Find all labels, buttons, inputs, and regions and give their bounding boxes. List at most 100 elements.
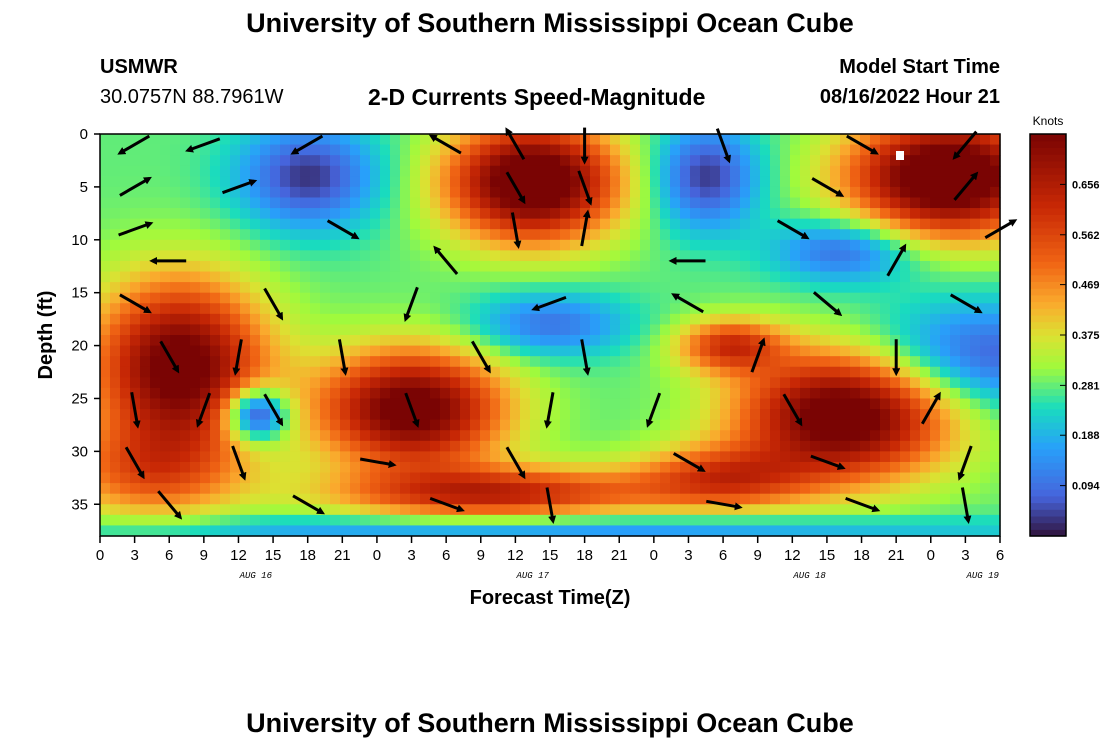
heat-cell	[910, 218, 921, 230]
heat-cell	[650, 197, 661, 209]
heat-cell	[400, 335, 411, 347]
heat-cell	[550, 483, 561, 495]
heat-cell	[250, 377, 261, 389]
heat-cell	[890, 483, 901, 495]
heat-cell	[620, 197, 631, 209]
heat-cell	[830, 176, 841, 188]
heat-cell	[680, 493, 691, 505]
heat-cell	[660, 419, 671, 431]
heat-cell	[400, 440, 411, 452]
heat-cell	[460, 324, 471, 336]
heat-cell	[410, 134, 421, 146]
heat-cell	[640, 440, 651, 452]
heat-cell	[930, 239, 941, 251]
heat-cell	[860, 345, 871, 357]
heat-cell	[670, 387, 681, 400]
heat-cell	[750, 409, 761, 421]
heat-cell	[310, 186, 321, 199]
heat-cell	[880, 292, 891, 304]
heat-cell	[810, 186, 821, 199]
heat-cell	[930, 155, 941, 167]
heat-cell	[750, 514, 761, 527]
heat-cell	[140, 514, 151, 527]
heat-cell	[630, 186, 641, 199]
heat-cell	[940, 260, 951, 273]
heat-cell	[840, 197, 851, 209]
heat-cell	[420, 292, 431, 304]
heat-cell	[430, 303, 441, 315]
heat-cell	[750, 525, 761, 537]
heat-cell	[350, 324, 361, 336]
heat-cell	[470, 387, 481, 400]
heat-cell	[260, 504, 271, 516]
heat-cell	[520, 324, 531, 336]
heat-cell	[170, 324, 181, 336]
heat-cell	[210, 335, 221, 347]
heat-cell	[940, 451, 951, 463]
heat-cell	[720, 208, 731, 220]
heat-cell	[240, 461, 251, 474]
heat-cell	[810, 409, 821, 421]
heat-cell	[300, 260, 311, 273]
heat-cell	[570, 144, 581, 156]
heat-cell	[770, 229, 781, 241]
heat-cell	[430, 186, 441, 199]
heat-cell	[430, 218, 441, 230]
heat-cell	[760, 144, 771, 156]
heat-cell	[280, 282, 291, 294]
heat-cell	[360, 514, 371, 527]
heat-cell	[480, 176, 491, 188]
heat-cell	[750, 239, 761, 251]
heat-cell	[200, 250, 211, 262]
heat-cell	[910, 345, 921, 357]
colorbar-segment	[1030, 174, 1066, 182]
heat-cell	[520, 377, 531, 389]
heat-cell	[470, 472, 481, 484]
heat-cell	[980, 229, 991, 241]
heat-cell	[410, 218, 421, 230]
heat-cell	[720, 271, 731, 283]
heat-cell	[180, 324, 191, 336]
heat-cell	[230, 186, 241, 199]
heat-cell	[880, 208, 891, 220]
heat-cell	[800, 250, 811, 262]
heat-cell	[140, 430, 151, 442]
heat-cell	[840, 324, 851, 336]
heat-cell	[750, 419, 761, 431]
heat-cell	[740, 303, 751, 315]
heat-cell	[700, 525, 711, 537]
heat-cell	[840, 134, 851, 146]
heat-cell	[720, 387, 731, 400]
heat-cell	[840, 377, 851, 389]
heat-cell	[810, 493, 821, 505]
heat-cell	[360, 387, 371, 400]
heat-cell	[570, 313, 581, 326]
heat-cell	[480, 377, 491, 389]
heat-cell	[750, 134, 761, 146]
heat-cell	[200, 303, 211, 315]
heat-cell	[170, 208, 181, 220]
heat-cell	[910, 165, 921, 177]
heat-cell	[500, 186, 511, 199]
heat-cell	[950, 218, 961, 230]
heat-cell	[870, 377, 881, 389]
heat-cell	[630, 197, 641, 209]
heat-cell	[130, 303, 141, 315]
current-vector	[428, 134, 462, 155]
heat-cell	[570, 366, 581, 378]
heat-cell	[300, 356, 311, 368]
heat-cell	[460, 514, 471, 527]
heat-cell	[400, 472, 411, 484]
heat-cell	[490, 155, 501, 167]
heat-cell	[480, 271, 491, 283]
heat-cell	[860, 218, 871, 230]
heat-cell	[790, 430, 801, 442]
heat-cell	[190, 313, 201, 326]
heat-cell	[550, 398, 561, 410]
heat-cell	[550, 303, 561, 315]
heat-cell	[660, 229, 671, 241]
heat-cell	[350, 483, 361, 495]
heat-cell	[420, 239, 431, 251]
heat-cell	[170, 229, 181, 241]
heat-cell	[410, 377, 421, 389]
